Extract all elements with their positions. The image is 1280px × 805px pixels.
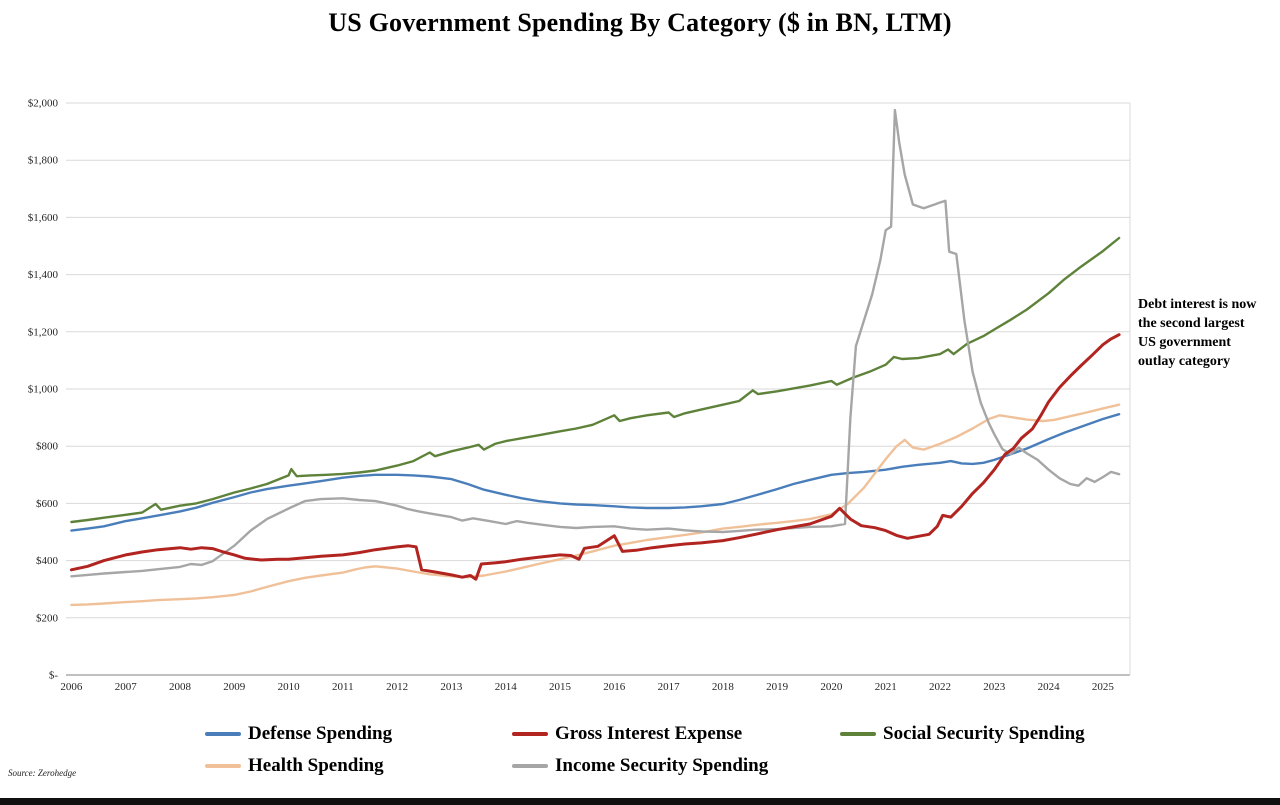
source-note: Source: Zerohedge: [8, 768, 77, 778]
y-axis-label: $200: [36, 612, 59, 624]
legend-swatch-gross-interest-expense: [512, 732, 548, 736]
x-axis-label: 2023: [983, 681, 1006, 693]
x-axis-label: 2016: [603, 681, 626, 693]
x-axis-label: 2013: [440, 681, 463, 693]
x-axis-label: 2010: [278, 681, 301, 693]
y-axis-label: $400: [36, 555, 59, 567]
x-axis-label: 2011: [332, 681, 354, 693]
legend-swatch-social-security-spending: [840, 732, 876, 736]
legend-label-health-spending: Health Spending: [248, 755, 384, 776]
series-gross-interest-expense: [69, 333, 1121, 581]
line-chart: $- $200 $400 $600 $800 $1,000 $1,200 $1,400 $1,6…: [28, 98, 1131, 693]
y-axis-label: $600: [36, 498, 59, 510]
legend-item-income-security-spending: Income Security Spending: [512, 750, 840, 782]
y-axis-label: $2,000: [28, 98, 59, 110]
legend-item-defense-spending: Defense Spending: [205, 718, 512, 750]
x-axis-label: 2024: [1038, 681, 1061, 693]
y-axis-label: $-: [49, 670, 59, 682]
chart-title: US Government Spending By Category ($ in…: [328, 8, 952, 37]
y-axis-label: $1,000: [28, 384, 59, 396]
x-axis-label: 2020: [820, 681, 843, 693]
x-axis-label: 2017: [658, 681, 681, 693]
y-axis-label: $1,600: [28, 212, 59, 224]
legend-label-social-security-spending: Social Security Spending: [883, 723, 1085, 744]
x-axis-label: 2022: [929, 681, 951, 693]
x-axis-label: 2008: [169, 681, 192, 693]
legend-label-income-security-spending: Income Security Spending: [555, 755, 769, 776]
x-axis-label: 2012: [386, 681, 408, 693]
series-defense-spending: [70, 413, 1121, 532]
legend-swatch-defense-spending: [205, 732, 241, 736]
x-axis-label: 2014: [495, 681, 518, 693]
x-axis-label: 2015: [549, 681, 572, 693]
legend-label-gross-interest-expense: Gross Interest Expense: [555, 723, 743, 744]
y-axis-label: $1,800: [28, 155, 59, 167]
x-axis-label: 2025: [1092, 681, 1115, 693]
x-axis-label: 2021: [875, 681, 897, 693]
x-axis-label: 2019: [766, 681, 789, 693]
bottom-bar: [0, 798, 1280, 805]
x-axis-label: 2009: [223, 681, 246, 693]
series-income-security-spending: [70, 108, 1121, 578]
x-axis-label: 2007: [115, 681, 138, 693]
y-axis-label: $800: [36, 441, 59, 453]
legend-label-defense-spending: Defense Spending: [248, 723, 393, 744]
x-axis-label: 2018: [712, 681, 735, 693]
legend-swatch-income-security-spending: [512, 764, 548, 768]
chart-legend: Defense Spending Gross Interest Expense So…: [205, 718, 1195, 782]
series-health-spending: [70, 403, 1121, 607]
chart-annotation: Debt interest is now the second largest …: [1138, 297, 1257, 369]
legend-item-social-security-spending: Social Security Spending: [840, 718, 1170, 750]
y-axis-label: $1,400: [28, 269, 59, 281]
legend-item-health-spending: Health Spending: [205, 750, 512, 782]
legend-swatch-health-spending: [205, 764, 241, 768]
x-axis-label: 2006: [60, 681, 83, 693]
legend-item-gross-interest-expense: Gross Interest Expense: [512, 718, 840, 750]
series-social-security-spending: [70, 236, 1121, 524]
y-axis-label: $1,200: [28, 326, 59, 338]
